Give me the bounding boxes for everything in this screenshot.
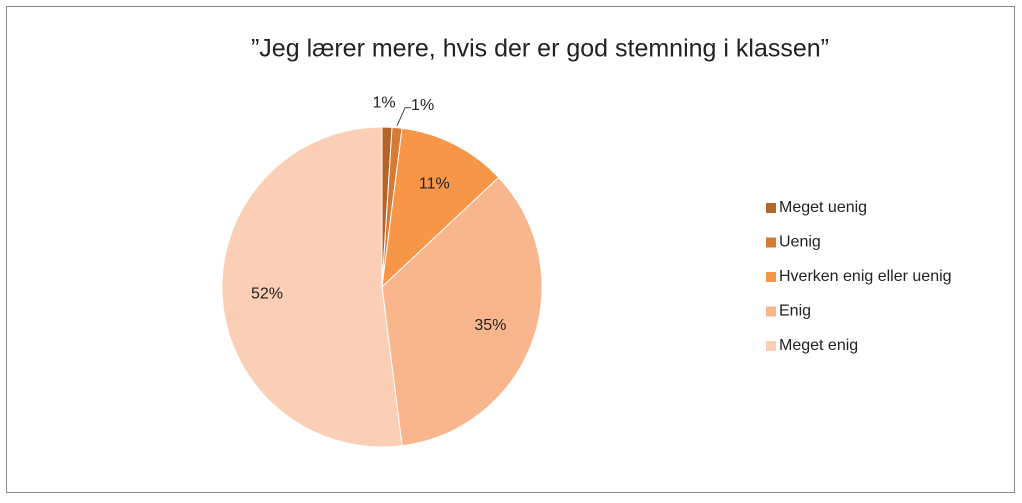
legend-swatch (766, 272, 776, 282)
legend-swatch (766, 203, 776, 213)
leader-line (396, 107, 412, 126)
pie-slice (221, 126, 403, 448)
legend-label: Meget uenig (779, 199, 867, 216)
chart-title: ”Jeg lærer mere, hvis der er god stemnin… (251, 35, 829, 63)
legend-swatch (766, 306, 776, 317)
data-label: 11% (419, 176, 450, 193)
data-label: 1% (372, 94, 395, 111)
data-label: 1% (411, 97, 434, 114)
data-label: 52% (251, 285, 283, 302)
legend-label: Hverken enig eller uenig (779, 268, 952, 285)
legend-label: Uenig (779, 234, 821, 251)
legend-swatch (766, 237, 776, 248)
legend-label: Enig (779, 303, 811, 320)
pie-slice (381, 127, 500, 289)
pie-slice (381, 176, 543, 447)
legend-swatch (766, 341, 776, 351)
data-label: 35% (474, 317, 506, 334)
legend-label: Meget enig (779, 337, 858, 354)
